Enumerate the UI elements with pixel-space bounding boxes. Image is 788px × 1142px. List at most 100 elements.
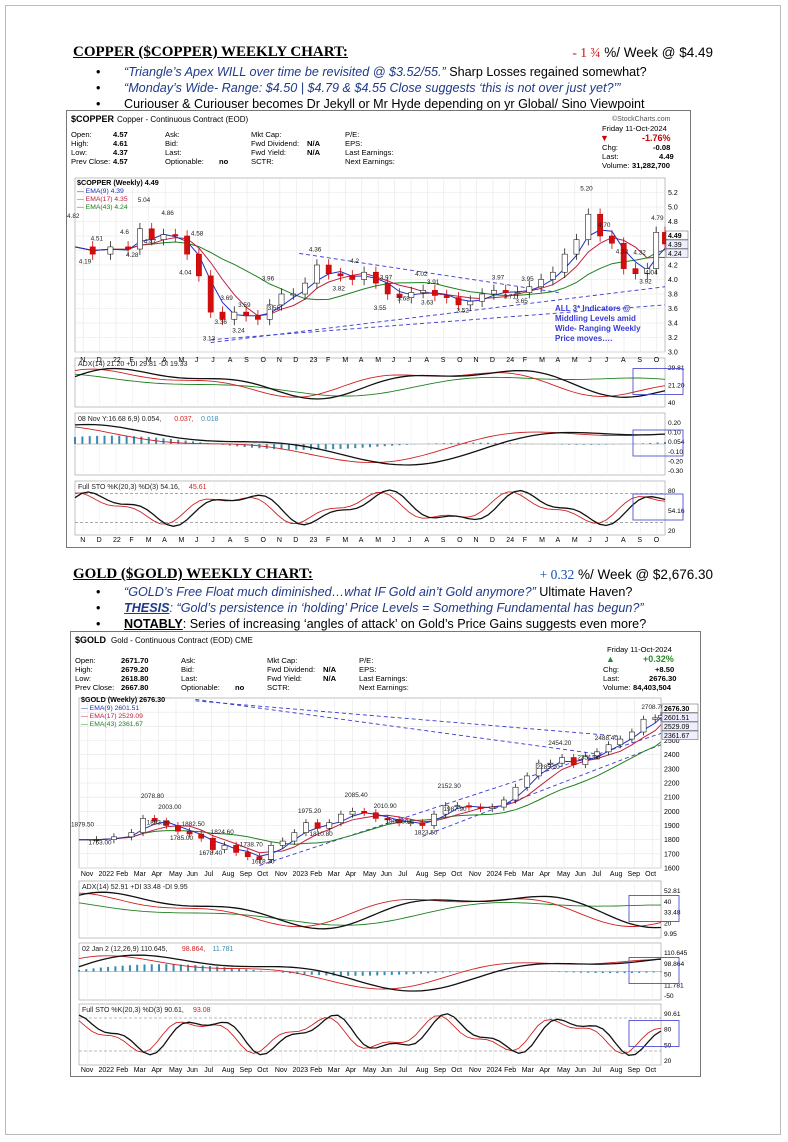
candle-body — [396, 293, 403, 298]
candle-body — [644, 268, 651, 274]
x-tick-label: J — [588, 537, 592, 544]
svg-text:Volume:: Volume: — [602, 161, 629, 170]
price-annotation: 1753.00 — [88, 839, 112, 846]
x-tick-label: F — [326, 537, 330, 544]
candle-body — [454, 805, 461, 807]
x-tick-label: Aug — [610, 1067, 623, 1074]
x-tick-label: Sep — [628, 1067, 641, 1074]
di-plus-line — [78, 902, 661, 926]
svg-text:▼: ▼ — [600, 133, 609, 143]
list-item: • NOTABLY: Series of increasing ‘angles o… — [96, 617, 647, 631]
gold-price-panel: 2700260025002400230022002100200019001800… — [71, 695, 699, 873]
candle-body — [620, 242, 627, 269]
list-item: • “Triangle’s Apex WILL over time be revi… — [96, 65, 647, 79]
x-tick-label: 2024 — [486, 871, 502, 878]
indicator-tick: 9.95 — [664, 931, 677, 938]
svg-text:Fwd Dividend:: Fwd Dividend: — [267, 665, 315, 674]
candle-body — [443, 295, 450, 298]
price-annotation: 1882.50 — [182, 821, 206, 828]
candle-body — [594, 751, 600, 757]
price-annotation: 4.32 — [633, 249, 646, 256]
price-annotation: 2285.20 — [537, 764, 561, 771]
x-tick-label: Nov — [275, 1067, 288, 1074]
x-tick-label: J — [195, 537, 199, 544]
price-annotation: 3.69 — [220, 295, 233, 302]
indicator-tick: 50 — [664, 1042, 672, 1049]
x-tick-label: Apr — [345, 1067, 357, 1074]
x-tick-label: F — [523, 537, 527, 544]
candle-body — [384, 282, 391, 295]
indicator-tick: 50 — [664, 972, 672, 979]
x-tick-label: O — [260, 537, 266, 544]
indicator-label: ADX(14) 52.91 +DI 33.48 -DI 9.95 — [82, 884, 188, 891]
candle-body — [148, 228, 155, 240]
candle-body — [559, 757, 565, 764]
candle-body — [160, 234, 167, 240]
x-tick-label: M — [342, 357, 348, 364]
price-annotation: 3.63 — [421, 299, 434, 306]
svg-text:Open:: Open: — [75, 656, 96, 665]
candle-body — [597, 213, 603, 237]
price-annotation: 1810.80 — [310, 831, 334, 838]
x-tick-label: 2024 — [486, 1067, 502, 1074]
gold-title: GOLD ($GOLD) WEEKLY CHART: — [73, 566, 313, 582]
indicator-label: 02 Jan 2 (12,26,9) 110.645, — [82, 946, 168, 953]
candle-body — [302, 282, 308, 295]
candle-body — [326, 822, 333, 829]
candle-body — [266, 304, 273, 320]
candle-body — [140, 818, 146, 833]
price-annotation: 4.47 — [144, 238, 157, 245]
x-tick-label: F — [523, 357, 527, 364]
last-value-box — [661, 721, 699, 731]
legend-ema43: — EMA(43) 4.24 — [77, 204, 128, 211]
x-tick-label: Jul — [592, 871, 601, 878]
indicator-value: 45.61 — [189, 484, 207, 491]
svg-text:Open:: Open: — [71, 130, 92, 139]
svg-text:Last:: Last: — [603, 674, 619, 683]
x-tick-label: Mar — [328, 1067, 341, 1074]
x-tick-label: D — [490, 357, 495, 364]
copper-note-text: Price moves…. — [555, 334, 612, 343]
candle-body — [107, 246, 114, 255]
svg-text:N/A: N/A — [307, 139, 321, 148]
svg-text:High:: High: — [71, 139, 89, 148]
x-tick-label: Apr — [539, 1067, 551, 1074]
list-item: • THESIS: “Gold’s persistence in ‘holding… — [96, 601, 644, 615]
trend-line — [210, 286, 666, 344]
copper-desc: Copper - Continuous Contract (EOD) — [117, 115, 249, 124]
legend-series: $COPPER (Weekly) 4.49 — [77, 178, 159, 187]
x-tick-label: M — [179, 357, 185, 364]
price-annotation: 3.92 — [639, 278, 652, 285]
x-tick-label: S — [637, 357, 642, 364]
x-tick-label: J — [392, 537, 396, 544]
x-tick-label: 2023 — [292, 1067, 308, 1074]
svg-text:no: no — [219, 157, 229, 166]
candle-body — [384, 818, 391, 821]
x-tick-label: O — [654, 537, 660, 544]
trend-line — [259, 732, 662, 866]
indicator-tick: 52.81 — [664, 888, 681, 895]
x-tick-label: A — [228, 537, 233, 544]
svg-text:Last:: Last: — [602, 152, 618, 161]
candle-body — [653, 232, 660, 269]
indicator-value: 11.781 — [213, 946, 234, 953]
trend-line — [195, 698, 603, 756]
candle-body — [314, 822, 321, 829]
y-tick-label: 2100 — [664, 795, 680, 802]
x-tick-label: Jun — [187, 1067, 198, 1074]
gold-symbol: $GOLD — [75, 635, 107, 645]
candle-body — [547, 762, 554, 765]
price-annotation: 3.13 — [203, 336, 216, 343]
x-tick-label: N — [277, 357, 282, 364]
candle-body — [151, 818, 158, 822]
price-annotation: 4.36 — [309, 246, 322, 253]
x-tick-label: A — [162, 357, 167, 364]
candle-body — [231, 311, 238, 320]
x-tick-label: J — [211, 357, 215, 364]
legend-series: $GOLD (Weekly) 2676.30 — [81, 695, 165, 704]
y-tick-label: 2200 — [664, 781, 680, 788]
x-tick-label: D — [97, 537, 102, 544]
candle-body — [278, 293, 285, 306]
last-value-label: 4.49 — [668, 233, 682, 240]
x-tick-label: J — [392, 357, 396, 364]
